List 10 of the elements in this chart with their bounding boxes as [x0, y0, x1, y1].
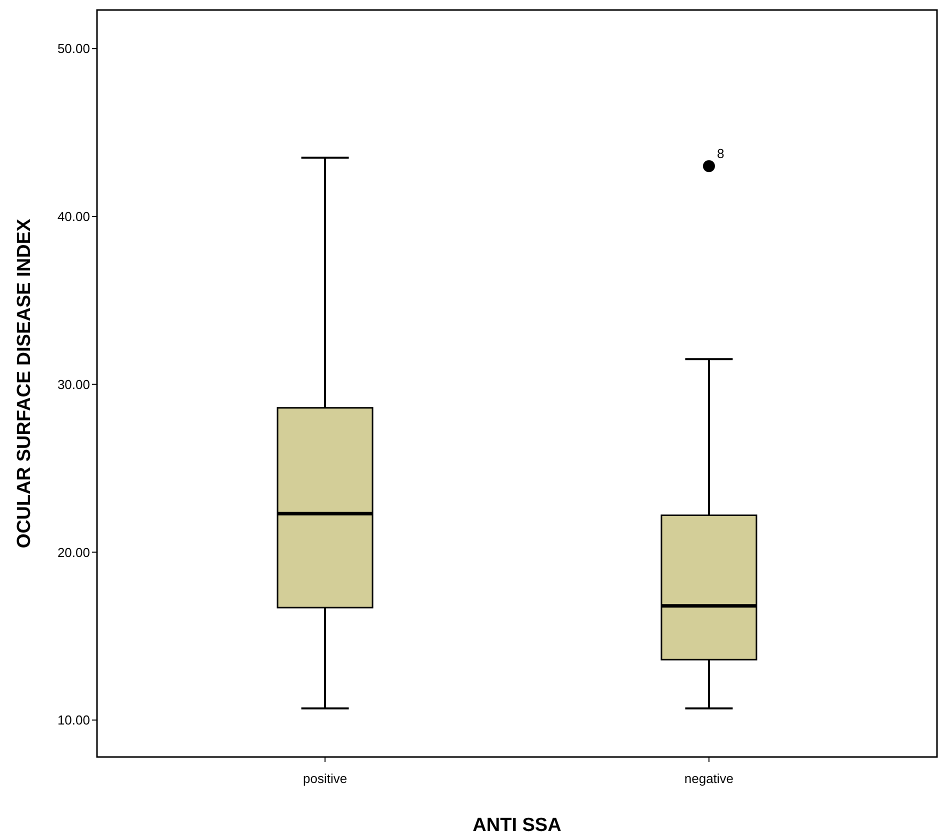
annotation: 8 — [716, 146, 724, 162]
x-axis-title: ANTI SSA — [472, 815, 562, 836]
y-tick-label: 10.00 — [57, 712, 90, 728]
y-axis-title: OCULAR SURFACE DISEASE INDEX — [14, 218, 35, 548]
y-tick-label: 30.00 — [57, 376, 90, 392]
y-tick-label: 40.00 — [57, 209, 90, 224]
y-tick-label: 50.00 — [57, 41, 90, 56]
y-tick-label: 20.00 — [57, 544, 90, 560]
x-tick-label: positive — [303, 771, 348, 786]
x-tick-label: negative — [684, 771, 734, 786]
